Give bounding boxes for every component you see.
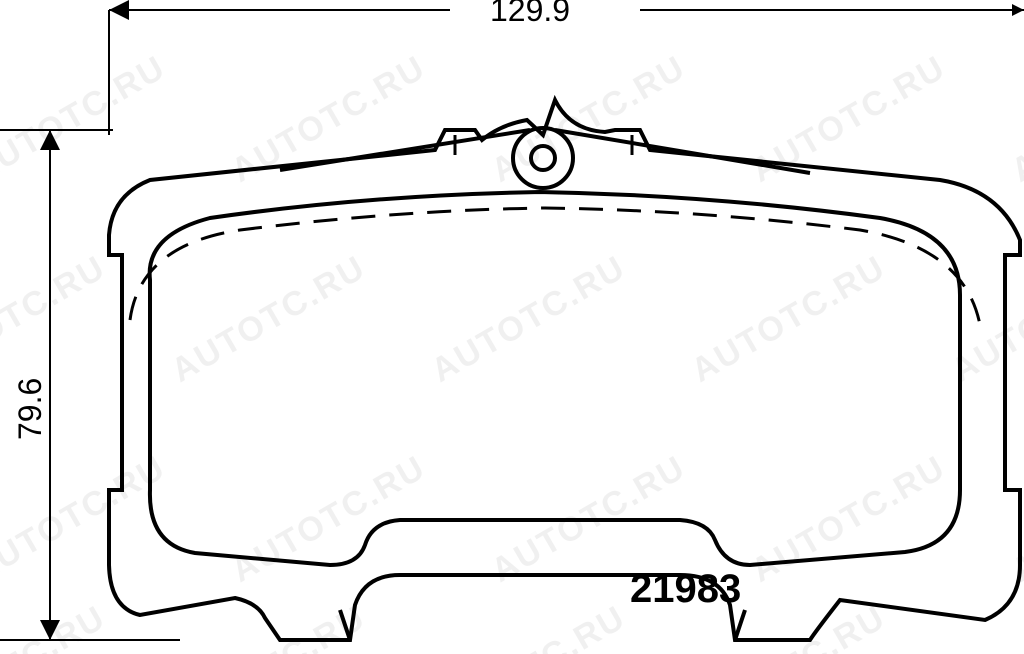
drawing-canvas [0, 0, 1024, 654]
friction-pad-outline [150, 192, 960, 565]
part-number-label: 21983 [630, 567, 741, 612]
bottom-feet-detail [340, 610, 745, 640]
height-dimension-label: 79.6 [12, 378, 49, 440]
side-notches [109, 255, 1020, 490]
friction-pad-dashed [130, 208, 980, 325]
width-dimension-label: 129.9 [490, 0, 570, 29]
